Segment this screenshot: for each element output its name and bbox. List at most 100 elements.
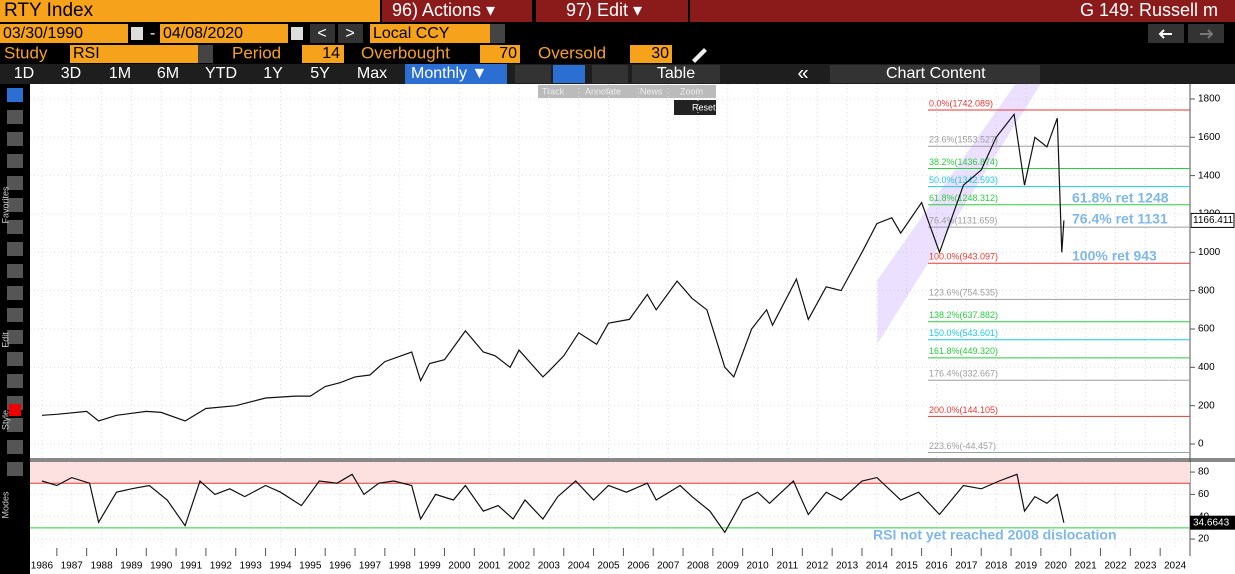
tool-icon[interactable] <box>7 286 23 300</box>
ticker: RTY Index <box>4 0 94 21</box>
x-tick-label: 2019 <box>1015 561 1038 572</box>
overlay-button[interactable]: Zoom <box>680 86 703 96</box>
tool-icon[interactable] <box>7 132 23 146</box>
x-tick-label: 2010 <box>746 561 769 572</box>
tool-icon[interactable] <box>7 110 23 124</box>
tool-icon[interactable] <box>7 352 23 366</box>
actions-button[interactable] <box>382 0 532 22</box>
next-button[interactable] <box>338 24 363 43</box>
period: 14 <box>322 45 340 62</box>
study-label: Study <box>4 43 48 62</box>
edit-button[interactable] <box>536 0 688 22</box>
overlay-button[interactable]: Annotate <box>585 86 621 96</box>
start-date: 03/30/1990 <box>3 25 83 42</box>
tool-icon[interactable] <box>7 374 23 388</box>
end-date-box[interactable] <box>160 24 288 43</box>
tool-icon[interactable] <box>7 418 23 432</box>
x-tick-label: 2008 <box>687 561 710 572</box>
x-tick-label: 2023 <box>1134 561 1157 572</box>
tool-icon[interactable] <box>7 220 23 234</box>
x-tick-label: 2024 <box>1164 561 1187 572</box>
tool-icon[interactable] <box>7 242 23 256</box>
x-tick-label: 2000 <box>448 561 471 572</box>
overlay-button[interactable]: News <box>640 86 663 96</box>
y-tick-label: 1600 <box>1198 132 1221 143</box>
x-tick-label: 2005 <box>597 561 620 572</box>
fib-label: 61.8%(1248.312) <box>929 193 998 203</box>
tool-icon[interactable] <box>7 154 23 168</box>
collapse[interactable]: « <box>797 62 808 84</box>
cal-icon <box>131 27 143 40</box>
currency-box[interactable] <box>370 24 490 43</box>
x-tick-label: 1991 <box>180 561 203 572</box>
tool-icon[interactable] <box>7 462 23 476</box>
tool-icon[interactable] <box>7 264 23 278</box>
splitter <box>30 458 1235 462</box>
color-swatch <box>9 404 21 416</box>
x-tick-label: 2022 <box>1104 561 1127 572</box>
reset-button[interactable] <box>674 100 716 115</box>
chart-icon[interactable] <box>515 65 551 83</box>
period-button[interactable]: 5Y <box>310 65 330 82</box>
x-tick-label: 2012 <box>806 561 829 572</box>
actions-label: 96) Actions ▾ <box>392 0 495 20</box>
x-tick-label: 1995 <box>299 561 322 572</box>
overlay-button[interactable]: Track <box>542 86 565 96</box>
tool-icon[interactable] <box>7 440 23 454</box>
study-drop[interactable] <box>198 45 213 63</box>
tool-icon[interactable] <box>7 330 23 344</box>
study-name: RSI <box>73 45 100 62</box>
x-tick-label: 2006 <box>627 561 650 572</box>
last-value: 34.6643 <box>1193 517 1230 528</box>
last-value-border <box>1190 212 1235 228</box>
oversold-label: Oversold <box>538 43 606 62</box>
fib-label: 176.4%(332.667) <box>929 369 998 379</box>
start-date-box[interactable] <box>0 24 128 43</box>
annotation: 100% ret 943 <box>1072 248 1157 264</box>
drop-icon[interactable] <box>592 65 628 83</box>
y-tick-label: 1400 <box>1198 170 1221 181</box>
period-button[interactable]: 1M <box>109 65 131 82</box>
fib-label: 0.0%(1742.089) <box>929 98 993 108</box>
x-tick-label: 2007 <box>657 561 680 572</box>
x-axis-strip <box>30 548 1235 574</box>
tool-icon[interactable] <box>7 308 23 322</box>
dash: - <box>150 25 155 42</box>
bar-icon[interactable] <box>553 65 585 83</box>
prev-button[interactable] <box>310 24 335 43</box>
oversold-box[interactable] <box>630 45 672 63</box>
content-button[interactable] <box>830 65 1040 83</box>
x-tick-label: 1992 <box>210 561 233 572</box>
tool-icon[interactable] <box>7 176 23 190</box>
period-button[interactable]: Max <box>357 65 387 82</box>
x-tick-label: 1989 <box>120 561 143 572</box>
frequency-box[interactable] <box>405 64 507 84</box>
period-box[interactable] <box>302 45 344 63</box>
fib-label: 123.6%(754.535) <box>929 288 998 298</box>
period-button[interactable]: 6M <box>157 65 179 82</box>
study-box[interactable] <box>70 45 198 63</box>
currency-drop[interactable] <box>490 24 505 43</box>
y-tick-label: 20 <box>1198 534 1210 545</box>
tool-icon[interactable] <box>7 198 23 212</box>
table: Table <box>657 65 695 82</box>
last-value-tag <box>1190 213 1235 228</box>
x-tick-label: 1996 <box>329 561 352 572</box>
tool-icon[interactable] <box>7 88 23 102</box>
x-tick-label: 2011 <box>777 561 799 572</box>
x-tick-label: 2014 <box>866 561 889 572</box>
period-button[interactable]: YTD <box>205 65 237 82</box>
overbought-box[interactable] <box>480 45 520 63</box>
annotation: 76.4% ret 1131 <box>1072 211 1168 227</box>
fib-label: 200.0%(144.105) <box>929 405 998 415</box>
period-button[interactable]: 3D <box>61 65 81 82</box>
fib-label: 161.8%(449.320) <box>929 346 998 356</box>
period-button[interactable]: 1D <box>14 65 34 82</box>
currency: Local CCY <box>373 25 450 42</box>
table-button[interactable] <box>632 65 720 83</box>
fib-label: 38.2%(1436.874) <box>929 157 998 167</box>
period-button[interactable]: 1Y <box>263 65 283 82</box>
y-tick-label: 60 <box>1198 489 1210 500</box>
x-tick-label: 2013 <box>836 561 859 572</box>
